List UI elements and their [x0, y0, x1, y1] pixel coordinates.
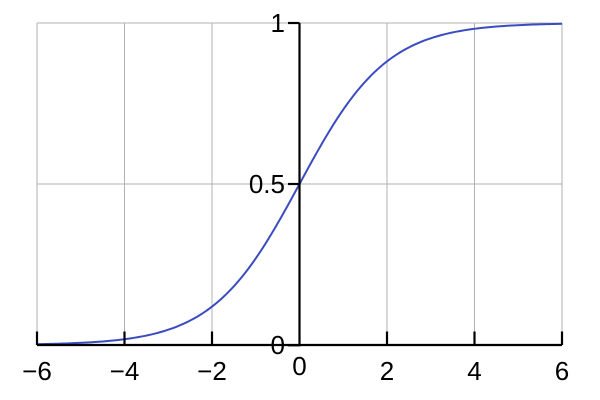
svg-text:−6: −6	[22, 356, 52, 386]
svg-text:−2: −2	[197, 356, 227, 386]
svg-text:4: 4	[467, 356, 481, 386]
svg-text:−4: −4	[110, 356, 140, 386]
svg-text:0: 0	[292, 351, 306, 381]
svg-text:0: 0	[271, 330, 285, 360]
svg-text:2: 2	[380, 356, 394, 386]
svg-text:0.5: 0.5	[249, 169, 285, 199]
svg-text:6: 6	[555, 356, 569, 386]
svg-text:1: 1	[271, 8, 285, 38]
